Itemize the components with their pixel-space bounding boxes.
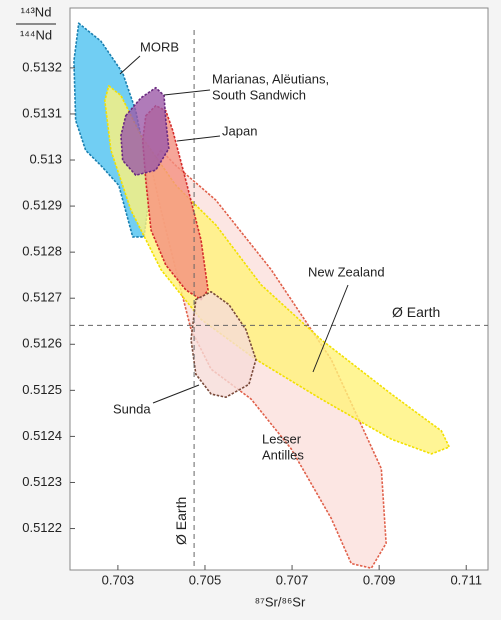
x-tick-label: 0.705	[189, 572, 222, 587]
y-tick-label: 0.5127	[22, 290, 62, 305]
y-tick-label: 0.5131	[22, 105, 62, 120]
reference-label: Ø Earth	[173, 497, 189, 545]
field-label: New Zealand	[308, 264, 385, 279]
leader-line	[163, 89, 211, 96]
y-label-numerator: ¹⁴³Nd	[21, 4, 52, 19]
field-label: Sunda	[113, 401, 151, 416]
field-label: Marianas, Alëutians,	[212, 71, 329, 86]
y-tick-label: 0.5122	[22, 520, 62, 535]
y-label-denominator: ¹⁴⁴Nd	[20, 27, 52, 42]
leader-line	[119, 55, 141, 75]
x-tick-label: 0.711	[450, 572, 482, 587]
field-label: Antilles	[262, 447, 304, 462]
leader-line	[176, 135, 221, 142]
y-tick-label: 0.5123	[22, 474, 62, 489]
leader-line	[312, 284, 349, 373]
y-tick-label: 0.5128	[22, 244, 62, 259]
field-label: South Sandwich	[212, 87, 306, 102]
y-tick-label: 0.5124	[22, 428, 62, 443]
field	[120, 86, 170, 177]
x-axis-label: ⁸⁷Sr/⁸⁶Sr	[255, 594, 306, 609]
y-tick-label: 0.5126	[22, 336, 62, 351]
y-tick-label: 0.5132	[22, 59, 62, 74]
y-tick-label: 0.513	[29, 151, 62, 166]
y-tick-label: 0.5129	[22, 198, 62, 213]
field-label: Lesser	[262, 431, 302, 446]
leader-line	[152, 384, 200, 404]
y-tick-label: 0.5125	[22, 382, 62, 397]
field	[190, 290, 257, 399]
x-tick-label: 0.709	[363, 572, 396, 587]
fields	[73, 22, 451, 569]
field-label: Japan	[222, 123, 257, 138]
reference-label: Ø Earth	[392, 304, 440, 320]
field-label: MORB	[140, 39, 179, 54]
x-tick-label: 0.707	[276, 572, 309, 587]
x-tick-label: 0.703	[102, 572, 135, 587]
